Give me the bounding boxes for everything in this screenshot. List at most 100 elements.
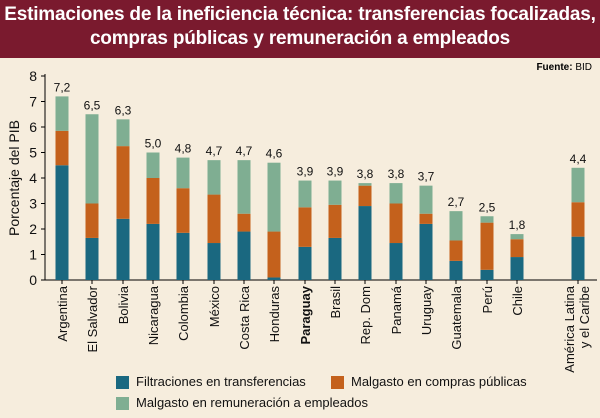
category-label-13: Guatemala bbox=[449, 285, 464, 349]
category-label-3: Nicaragua bbox=[146, 285, 161, 345]
category-label-0: Argentina bbox=[55, 285, 70, 341]
bar-filtraciones-8 bbox=[298, 246, 312, 280]
legend-swatch-filtraciones bbox=[116, 376, 129, 389]
y-tick-label-4: 4 bbox=[29, 170, 37, 186]
y-tick-label-0: 0 bbox=[29, 272, 37, 288]
bar-remuneracion-5 bbox=[207, 160, 221, 195]
bar-remuneracion-12 bbox=[419, 185, 433, 214]
total-label-14: 2,5 bbox=[479, 200, 496, 214]
bar-compras-2 bbox=[116, 146, 130, 219]
total-label-16: 4,4 bbox=[570, 152, 587, 166]
bar-filtraciones-6 bbox=[237, 231, 251, 280]
bar-compras-14 bbox=[480, 222, 494, 270]
bar-remuneracion-15 bbox=[510, 234, 524, 240]
legend-label-remuneracion: Malgasto en remuneración a empleados bbox=[136, 395, 368, 410]
total-label-4: 4,8 bbox=[175, 142, 192, 156]
chart-title-line-1: Estimaciones de la ineficiencia técnica:… bbox=[4, 4, 596, 25]
bar-compras-9 bbox=[328, 204, 342, 238]
bar-compras-12 bbox=[419, 213, 433, 224]
y-tick-label-7: 7 bbox=[29, 94, 37, 110]
bar-compras-15 bbox=[510, 239, 524, 258]
bar-filtraciones-13 bbox=[449, 260, 463, 280]
total-label-8: 3,9 bbox=[297, 165, 314, 179]
category-label-16: América Latinay el Caribe bbox=[562, 285, 592, 372]
total-label-10: 3,8 bbox=[357, 167, 374, 181]
bar-remuneracion-13 bbox=[449, 211, 463, 241]
bar-compras-5 bbox=[207, 194, 221, 244]
legend-swatch-remuneracion bbox=[116, 397, 129, 410]
bar-remuneracion-10 bbox=[358, 183, 372, 186]
legend-swatch-compras bbox=[331, 376, 344, 389]
category-label-11: Panamá bbox=[389, 285, 404, 334]
bar-filtraciones-4 bbox=[176, 232, 190, 280]
category-label-7: Honduras bbox=[267, 286, 282, 343]
bar-filtraciones-0 bbox=[55, 165, 69, 280]
legend-label-filtraciones: Filtraciones en transferencias bbox=[136, 374, 306, 389]
y-tick-label-8: 8 bbox=[29, 68, 37, 84]
bar-filtraciones-5 bbox=[207, 243, 221, 280]
bar-remuneracion-4 bbox=[176, 157, 190, 189]
total-label-7: 4,6 bbox=[266, 147, 283, 161]
y-axis-label: Porcentaje del PIB bbox=[6, 120, 22, 236]
category-label-1: El Salvador bbox=[85, 285, 100, 352]
category-label-15: Chile bbox=[510, 286, 525, 316]
bar-remuneracion-16 bbox=[571, 167, 585, 203]
bar-remuneracion-7 bbox=[267, 162, 281, 232]
bar-compras-3 bbox=[146, 178, 160, 224]
bar-compras-10 bbox=[358, 185, 372, 207]
bar-remuneracion-2 bbox=[116, 119, 130, 147]
total-label-1: 6,5 bbox=[84, 98, 101, 112]
bar-filtraciones-11 bbox=[389, 243, 403, 280]
bar-compras-13 bbox=[449, 240, 463, 261]
y-tick-label-2: 2 bbox=[29, 221, 37, 237]
category-label-9: Brasil bbox=[328, 286, 343, 319]
bar-compras-11 bbox=[389, 203, 403, 244]
bar-compras-1 bbox=[85, 203, 99, 238]
source-note: Fuente: BID bbox=[536, 62, 592, 73]
bar-filtraciones-16 bbox=[571, 236, 585, 280]
bar-compras-8 bbox=[298, 207, 312, 247]
category-label-2: Bolivia bbox=[116, 285, 131, 324]
bar-filtraciones-12 bbox=[419, 223, 433, 280]
category-label-12: Uruguay bbox=[419, 286, 434, 336]
bar-filtraciones-7 bbox=[267, 277, 281, 280]
bar-remuneracion-9 bbox=[328, 180, 342, 205]
category-label-5: México bbox=[207, 286, 222, 327]
bar-compras-7 bbox=[267, 231, 281, 278]
total-label-2: 6,3 bbox=[115, 103, 132, 117]
bar-filtraciones-3 bbox=[146, 223, 160, 280]
total-label-15: 1,8 bbox=[509, 218, 526, 232]
bar-compras-6 bbox=[237, 213, 251, 232]
total-label-13: 2,7 bbox=[448, 195, 465, 209]
total-label-9: 3,9 bbox=[327, 165, 344, 179]
y-tick-label-5: 5 bbox=[29, 145, 37, 161]
total-label-6: 4,7 bbox=[236, 144, 253, 158]
source-label: Fuente: bbox=[536, 62, 573, 73]
bar-compras-0 bbox=[55, 130, 69, 166]
category-label-10: Rep. Dom bbox=[358, 286, 373, 345]
total-label-0: 7,2 bbox=[54, 80, 71, 94]
bar-remuneracion-1 bbox=[85, 114, 99, 204]
chart-title-line-2: compras públicas y remuneración a emplea… bbox=[89, 28, 511, 49]
bar-remuneracion-6 bbox=[237, 160, 251, 214]
bar-compras-4 bbox=[176, 188, 190, 233]
total-label-12: 3,7 bbox=[418, 170, 435, 184]
category-label-8: Paraguay bbox=[298, 285, 313, 344]
bar-filtraciones-2 bbox=[116, 218, 130, 280]
y-tick-label-3: 3 bbox=[29, 196, 37, 212]
category-label-4: Colombia bbox=[176, 285, 191, 341]
bar-remuneracion-0 bbox=[55, 96, 69, 131]
total-label-5: 4,7 bbox=[206, 144, 223, 158]
legend-label-compras: Malgasto en compras públicas bbox=[351, 374, 527, 389]
bar-remuneracion-8 bbox=[298, 180, 312, 208]
bar-remuneracion-14 bbox=[480, 216, 494, 223]
y-tick-label-6: 6 bbox=[29, 119, 37, 135]
bar-filtraciones-14 bbox=[480, 269, 494, 280]
bar-filtraciones-1 bbox=[85, 237, 99, 280]
bar-filtraciones-10 bbox=[358, 206, 372, 280]
category-label-6: Costa Rica bbox=[237, 285, 252, 349]
source-value: BID bbox=[575, 62, 592, 73]
bar-filtraciones-15 bbox=[510, 257, 524, 280]
bar-remuneracion-11 bbox=[389, 183, 403, 204]
